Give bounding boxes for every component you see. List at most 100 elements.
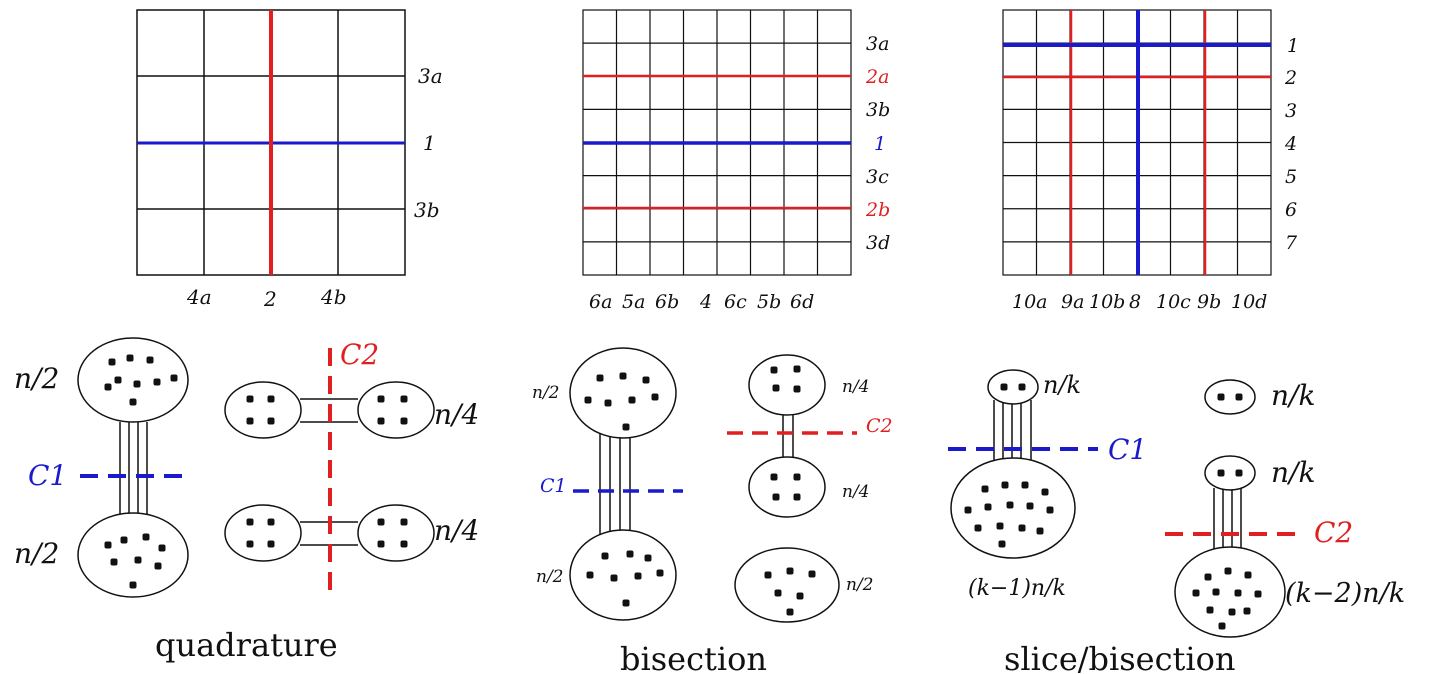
bisection-node-small-bottom	[748, 456, 826, 518]
vertex-dot	[153, 378, 161, 386]
vertex-dot	[764, 571, 772, 579]
vertex-dot	[656, 569, 664, 577]
vertex-dot	[984, 503, 992, 511]
vertex-dot	[1000, 383, 1008, 391]
vertex-dot	[770, 366, 778, 374]
slice-label-big-right: (k−2)n/k	[1285, 578, 1405, 609]
slice-label-small-top: n/k	[1043, 371, 1081, 399]
bisection-label-small-top: n/4	[842, 377, 870, 397]
grid-bisection-label-2b: 2b	[865, 199, 890, 221]
quadrature-label-c2: C2	[340, 338, 379, 371]
vertex-dot	[1026, 502, 1034, 510]
quadrature-graph	[119, 398, 358, 546]
bisection-label-single: n/2	[846, 575, 874, 595]
bisection-label-small-bottom: n/4	[842, 482, 870, 502]
vertex-dot	[634, 572, 642, 580]
bisection-node-small-top	[748, 354, 826, 416]
quadrature-label-top: n/2	[14, 362, 59, 395]
vertex-dot	[1254, 590, 1262, 598]
grid-slice-label-9b: 9b	[1197, 291, 1221, 313]
vertex-dot	[996, 522, 1004, 530]
vertex-dot	[1018, 524, 1026, 532]
vertex-dot	[786, 608, 794, 616]
grid-slice-label-10c: 10c	[1156, 291, 1191, 313]
vertex-dot	[998, 540, 1006, 548]
grid-bisection-label-5a: 5a	[622, 291, 645, 313]
bisection-node-top	[569, 347, 677, 439]
grid-bisection-label-2a: 2a	[865, 66, 889, 88]
vertex-dot	[246, 395, 254, 403]
grid-slice-label-10b: 10b	[1089, 291, 1125, 313]
vertex-dot	[584, 396, 592, 404]
quadrature-node-top	[77, 337, 189, 423]
bisection-label-bottom: n/2	[536, 567, 564, 587]
vertex-dot	[774, 589, 782, 597]
vertex-dot	[772, 493, 780, 501]
vertex-dot	[1243, 607, 1251, 615]
grid-quadrature-label-4a: 4a	[186, 285, 212, 309]
vertex-dot	[1006, 501, 1014, 509]
vertex-dot	[129, 581, 137, 589]
vertex-dot	[1235, 469, 1243, 477]
quadrature-label-bottom: n/2	[14, 537, 59, 570]
bisection-nodes	[569, 347, 840, 623]
quadrature-node-top-left	[224, 381, 302, 439]
vertex-dot	[400, 540, 408, 548]
slice-label-c2: C2	[1314, 516, 1353, 549]
slice-node-big-right	[1174, 546, 1286, 638]
vertex-dot	[110, 558, 118, 566]
grid-slice-label-9a: 9a	[1061, 291, 1084, 313]
vertex-dot	[1206, 606, 1214, 614]
vertex-dot	[246, 518, 254, 526]
vertex-dot	[772, 384, 780, 392]
grid-slice-label-5: 5	[1285, 166, 1297, 188]
vertex-dot	[981, 485, 989, 493]
vertex-dot	[142, 533, 150, 541]
vertex-dot	[400, 417, 408, 425]
grid-bisection-label-4: 4	[699, 291, 712, 313]
vertex-dot	[1212, 588, 1220, 596]
vertex-dot	[1018, 383, 1026, 391]
grid-slice-label-10a: 10a	[1012, 291, 1048, 313]
grid-quadrature-label-3a: 3a	[418, 64, 443, 88]
vertex-dot	[1218, 622, 1226, 630]
grid-bisection: 3a 2a 3b 1 3c 2b 3d 6a 5a 6b 4 6c 5b 6d	[582, 9, 890, 313]
grid-bisection-label-5b: 5b	[757, 291, 781, 313]
grid-quadrature-label-1: 1	[423, 131, 436, 155]
vertex-dot	[604, 399, 612, 407]
vertex-dot	[793, 473, 801, 481]
slice-node-big-bottom	[950, 457, 1076, 559]
vertex-dot	[267, 417, 275, 425]
vertex-dot	[154, 562, 162, 570]
vertex-dots	[104, 354, 1262, 630]
slice-node-small-right	[1204, 455, 1256, 491]
vertex-dot	[129, 398, 137, 406]
grid-quadrature-label-3b: 3b	[414, 198, 440, 222]
vertex-dot	[1217, 469, 1225, 477]
grid-quadrature: 3a 1 3b 4a 2 4b	[136, 9, 443, 311]
quadrature-node-bottom-right	[357, 504, 435, 562]
vertex-dot	[246, 540, 254, 548]
vertex-dot	[1001, 481, 1009, 489]
quadrature-node-bottom	[77, 512, 189, 598]
vertex-dot	[377, 540, 385, 548]
slice-label-single: n/k	[1271, 379, 1315, 412]
vertex-dot	[120, 536, 128, 544]
vertex-dot	[651, 393, 659, 401]
vertex-dot	[158, 544, 166, 552]
slice-node-small-top	[987, 369, 1039, 405]
vertex-dot	[377, 417, 385, 425]
grid-slice-label-8: 8	[1129, 291, 1141, 313]
vertex-dot	[596, 374, 604, 382]
slice-nodes	[950, 369, 1286, 638]
vertex-dot	[622, 423, 630, 431]
vertex-dot	[267, 395, 275, 403]
bisection-label-c2: C2	[866, 415, 893, 437]
grid-slice: 1 2 3 4 5 6 7 10a 9a 10b 8 10c 9b 10d	[1002, 9, 1299, 313]
grid-bisection-label-6b: 6b	[655, 291, 679, 313]
vertex-dot	[793, 493, 801, 501]
grid-bisection-label-3d: 3d	[866, 232, 890, 254]
vertex-dot	[377, 518, 385, 526]
grid-bisection-label-6a: 6a	[589, 291, 612, 313]
vertex-dot	[400, 518, 408, 526]
